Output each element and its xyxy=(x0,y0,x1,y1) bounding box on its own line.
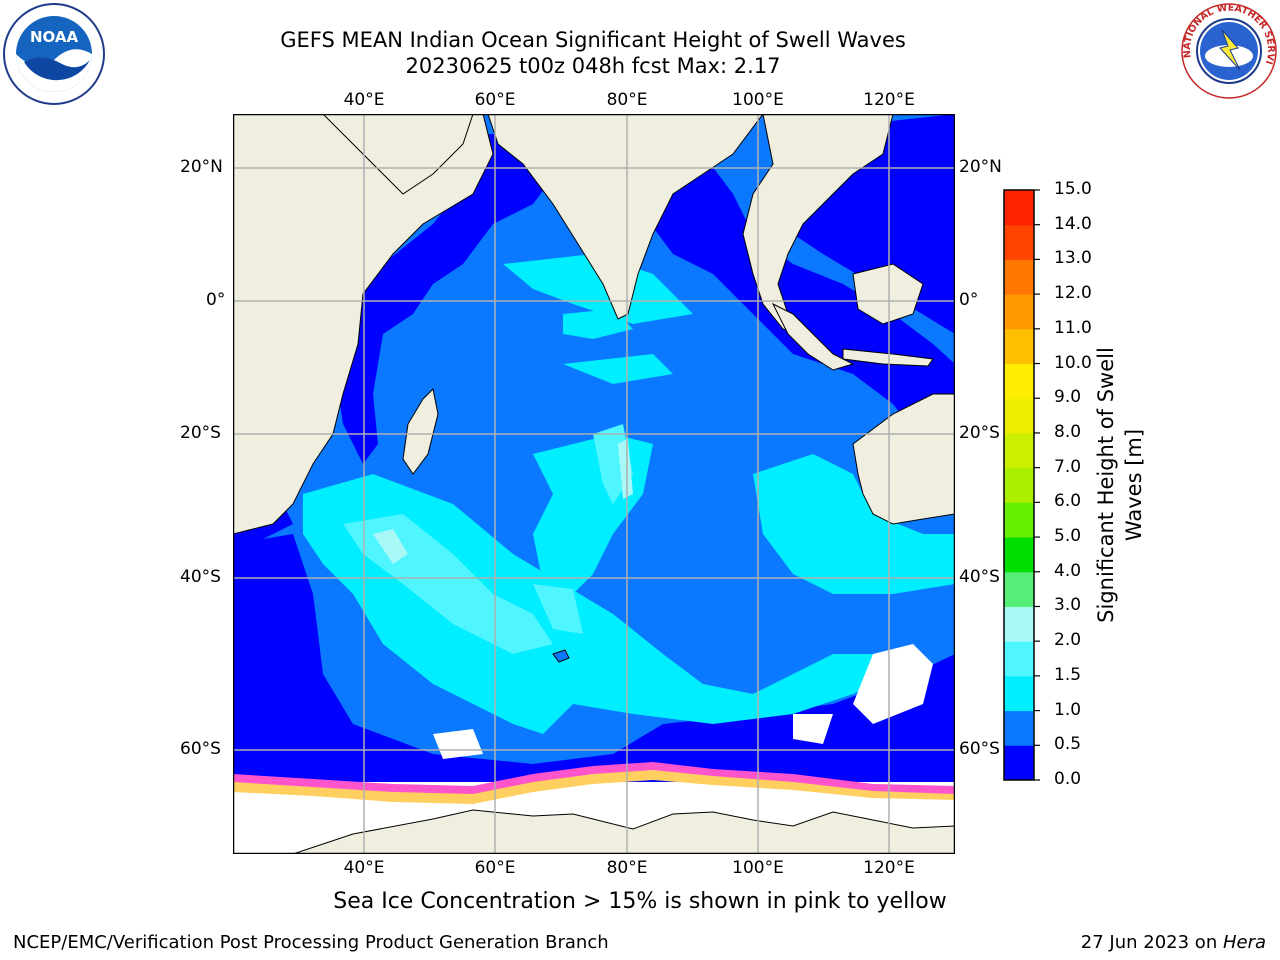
lat-label-left-40s: 40°S xyxy=(180,567,221,587)
land-masses xyxy=(233,114,955,535)
colorbar-tick-label: 9.0 xyxy=(1054,387,1082,408)
colorbar-bin xyxy=(1004,294,1034,330)
nws-logo: NATIONAL WEATHER SERVICE xyxy=(1180,2,1277,99)
lat-label-left-20n: 20°N xyxy=(180,157,223,177)
chart-subtitle: 20230625 t00z 048h fcst Max: 2.17 xyxy=(405,54,781,78)
colorbar-bin xyxy=(1004,328,1034,365)
sea-ice-edge-yellow xyxy=(233,770,955,804)
map-frame xyxy=(233,114,955,854)
footer-date: 27 Jun 2023 on xyxy=(1080,932,1223,953)
colorbar-tick-label: 0.5 xyxy=(1054,734,1082,755)
colorbar-tick-label: 0.0 xyxy=(1054,769,1082,789)
noaa-logo: NOAA xyxy=(3,3,105,105)
footer-right: 27 Jun 2023 on Hera xyxy=(1081,932,1266,953)
lon-label-bottom-60e: 60°E xyxy=(474,858,516,878)
lat-label-right-40s: 40°S xyxy=(959,567,1000,587)
lon-label-bottom-80e: 80°E xyxy=(606,858,648,878)
colorbar-tick-label: 3.0 xyxy=(1054,595,1082,616)
colorbar-bin xyxy=(1004,710,1034,746)
lat-label-right-20n: 20°N xyxy=(959,157,1002,177)
lon-label-bottom-120e: 120°E xyxy=(863,858,915,878)
sea-ice-caption: Sea Ice Concentration > 15% is shown in … xyxy=(333,889,947,914)
colorbar-bin xyxy=(1004,571,1034,607)
colorbar-bin xyxy=(1004,398,1034,434)
lat-label-right-0: 0° xyxy=(959,290,979,310)
colorbar-tick-label: 12.0 xyxy=(1054,283,1092,304)
antarctica-land xyxy=(292,809,955,854)
map-panel xyxy=(233,114,955,854)
footer-left: NCEP/EMC/Verification Post Processing Pr… xyxy=(13,932,609,953)
colorbar-tick-label: 1.0 xyxy=(1054,699,1082,720)
colorbar-tick-label: 8.0 xyxy=(1054,421,1082,442)
sea-ice-edge-pink xyxy=(233,762,955,799)
lon-label-top-60e: 60°E xyxy=(474,90,516,110)
lat-label-left-0: 0° xyxy=(206,290,226,310)
kerguelen-island xyxy=(552,649,570,663)
colorbar-bin xyxy=(1004,224,1034,260)
no-data-patches xyxy=(433,644,933,759)
colorbar-tick-label: 7.0 xyxy=(1054,456,1082,477)
colorbar-bin xyxy=(1004,675,1034,712)
colorbar-tick-label: 6.0 xyxy=(1054,491,1082,512)
noaa-logo-text: NOAA xyxy=(30,28,79,46)
colorbar-tick-label: 15.0 xyxy=(1054,179,1092,199)
colorbar-tick-label: 13.0 xyxy=(1054,248,1092,269)
colorbar-tick-label: 2.0 xyxy=(1054,630,1082,651)
swell-band-2.0-3.0 xyxy=(373,439,633,564)
colorbar-bin xyxy=(1004,537,1034,573)
lon-label-bottom-40e: 40°E xyxy=(343,858,385,878)
colorbar-bin xyxy=(1004,467,1034,503)
colorbar-bin xyxy=(1004,259,1034,295)
lon-label-top-100e: 100°E xyxy=(732,90,784,110)
colorbar xyxy=(1003,189,1040,781)
colorbar-label: Significant Height of Swell Waves [m] xyxy=(1094,347,1146,623)
lat-label-left-20s: 20°S xyxy=(180,423,221,443)
colorbar-tick-label: 11.0 xyxy=(1054,317,1092,338)
lat-label-left-60s: 60°S xyxy=(180,739,221,759)
colorbar-tick-label: 14.0 xyxy=(1054,213,1092,234)
colorbar-tick-label: 5.0 xyxy=(1054,526,1082,547)
chart-title: GEFS MEAN Indian Ocean Significant Heigh… xyxy=(280,28,906,52)
colorbar-tick-label: 1.5 xyxy=(1054,664,1082,685)
colorbar-tick-label: 10.0 xyxy=(1054,352,1092,373)
colorbar-bin xyxy=(1004,190,1034,226)
lon-label-top-40e: 40°E xyxy=(343,90,385,110)
footer-machine: Hera xyxy=(1222,932,1266,953)
colorbar-bin xyxy=(1004,745,1034,781)
lon-label-top-80e: 80°E xyxy=(606,90,648,110)
lon-label-top-120e: 120°E xyxy=(863,90,915,110)
lat-label-right-60s: 60°S xyxy=(959,739,1000,759)
colorbar-bin xyxy=(1004,432,1034,469)
graticule xyxy=(233,114,955,854)
lat-label-right-20s: 20°S xyxy=(959,423,1000,443)
colorbar-tick-label: 4.0 xyxy=(1054,560,1082,581)
colorbar-bin xyxy=(1004,606,1034,642)
colorbar-bin xyxy=(1004,641,1034,677)
lon-label-bottom-100e: 100°E xyxy=(732,858,784,878)
colorbar-bin xyxy=(1004,502,1034,538)
colorbar-frame xyxy=(1003,189,1035,781)
colorbar-bin xyxy=(1004,363,1034,399)
